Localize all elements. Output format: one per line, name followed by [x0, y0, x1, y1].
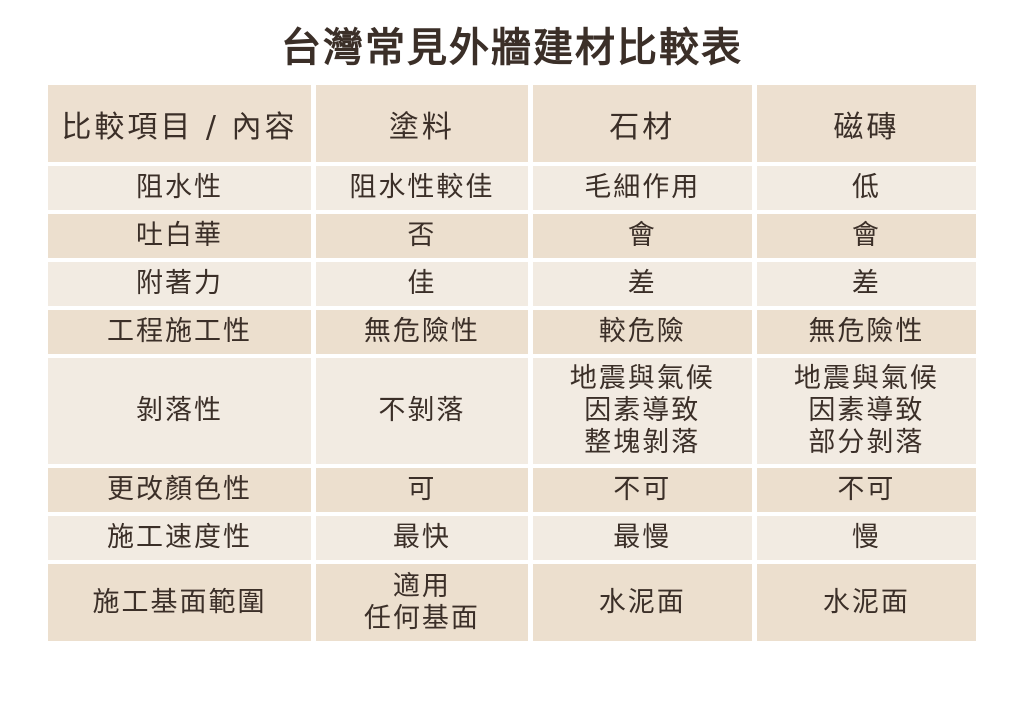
table-row: 吐白華 否 會 會	[48, 214, 976, 258]
row-label: 阻水性	[48, 166, 311, 210]
page-title: 台灣常見外牆建材比較表	[281, 25, 743, 71]
table-cell: 無危險性	[315, 310, 528, 354]
table-cell: 無危險性	[756, 310, 976, 354]
row-label: 工程施工性	[48, 310, 311, 354]
table-cell: 差	[532, 262, 752, 306]
comparison-table-wrapper: 比較項目 / 內容 塗料 石材 磁磚 阻水性 阻水性較佳 毛細作用 低 吐白華 …	[43, 81, 981, 645]
table-row: 施工速度性 最快 最慢 慢	[48, 516, 976, 560]
table-cell: 會	[532, 214, 752, 258]
row-label: 更改顏色性	[48, 468, 311, 512]
table-cell: 水泥面	[532, 564, 752, 641]
row-label: 施工基面範圍	[48, 564, 311, 641]
table-cell: 會	[756, 214, 976, 258]
table-cell: 阻水性較佳	[315, 166, 528, 210]
table-row: 工程施工性 無危險性 較危險 無危險性	[48, 310, 976, 354]
column-header-tile: 磁磚	[756, 85, 976, 162]
table-row: 附著力 佳 差 差	[48, 262, 976, 306]
table-cell: 適用 任何基面	[315, 564, 528, 641]
table-cell: 否	[315, 214, 528, 258]
column-header-paint: 塗料	[315, 85, 528, 162]
table-cell: 最快	[315, 516, 528, 560]
table-row: 阻水性 阻水性較佳 毛細作用 低	[48, 166, 976, 210]
table-cell: 不可	[756, 468, 976, 512]
row-label: 施工速度性	[48, 516, 311, 560]
table-cell: 不可	[532, 468, 752, 512]
row-label: 吐白華	[48, 214, 311, 258]
table-cell: 低	[756, 166, 976, 210]
table-cell: 較危險	[532, 310, 752, 354]
table-cell: 毛細作用	[532, 166, 752, 210]
header-row: 比較項目 / 內容 塗料 石材 磁磚	[48, 85, 976, 162]
table-cell: 佳	[315, 262, 528, 306]
table-cell: 可	[315, 468, 528, 512]
table-cell: 地震與氣候 因素導致 整塊剝落	[532, 358, 752, 464]
column-header-stone: 石材	[532, 85, 752, 162]
table-cell: 慢	[756, 516, 976, 560]
table-row: 剝落性 不剝落 地震與氣候 因素導致 整塊剝落 地震與氣候 因素導致 部分剝落	[48, 358, 976, 464]
row-label: 剝落性	[48, 358, 311, 464]
comparison-table: 比較項目 / 內容 塗料 石材 磁磚 阻水性 阻水性較佳 毛細作用 低 吐白華 …	[43, 81, 981, 645]
table-row: 施工基面範圍 適用 任何基面 水泥面 水泥面	[48, 564, 976, 641]
table-cell: 不剝落	[315, 358, 528, 464]
table-cell: 地震與氣候 因素導致 部分剝落	[756, 358, 976, 464]
table-row: 更改顏色性 可 不可 不可	[48, 468, 976, 512]
table-cell: 差	[756, 262, 976, 306]
table-cell: 水泥面	[756, 564, 976, 641]
column-header-item: 比較項目 / 內容	[48, 85, 311, 162]
row-label: 附著力	[48, 262, 311, 306]
table-cell: 最慢	[532, 516, 752, 560]
